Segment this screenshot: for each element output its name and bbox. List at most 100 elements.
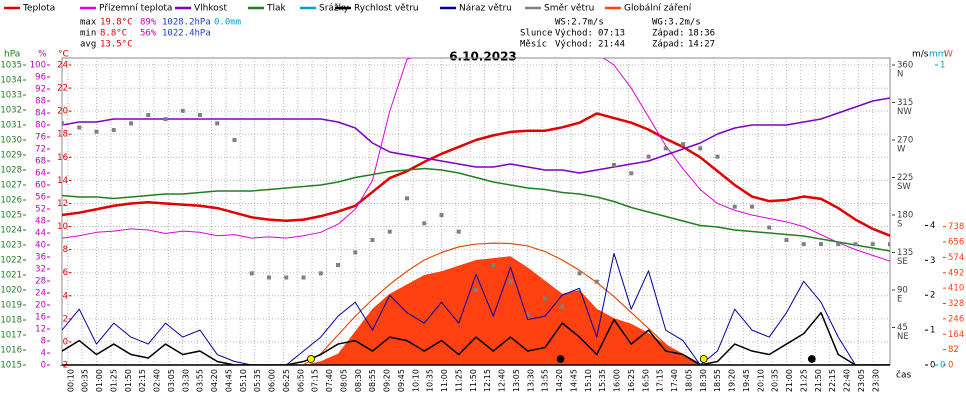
x-tick-label: 04:45: [224, 369, 233, 392]
x-tick-label: 05:35: [253, 369, 262, 392]
axis-unit: W: [944, 50, 953, 60]
legend-label: Směr větru: [544, 4, 594, 14]
direction-point: [456, 229, 461, 234]
y-tick-label: 246: [948, 314, 964, 324]
sun-set-label: Západ:: [652, 29, 685, 39]
compass-label: S: [897, 220, 902, 230]
x-tick-label: 10:35: [426, 369, 435, 392]
direction-point: [663, 146, 668, 151]
y-tick-label: 44: [35, 229, 46, 239]
x-tick-label: 08:55: [368, 369, 377, 392]
series-line: [62, 97, 890, 174]
x-tick-label: 06:25: [282, 369, 291, 392]
x-tick-label: 07:15: [311, 369, 320, 392]
x-tick-label: 19:20: [728, 369, 737, 392]
y-tick-label: 574: [948, 253, 964, 263]
moon-rise: 21:44: [598, 40, 625, 50]
stat-label: max: [80, 18, 97, 28]
moon-set-marker: [556, 355, 565, 363]
x-tick-label: 15:10: [584, 369, 593, 392]
y-tick-label: 48: [35, 217, 46, 227]
direction-point: [750, 204, 754, 209]
x-tick-label: 19:45: [742, 369, 751, 392]
y-tick-label: 80: [35, 121, 46, 131]
x-tick-label: 18:30: [699, 369, 708, 392]
y-tick-label: 738: [948, 222, 964, 232]
y-tick-label: 1028: [0, 166, 22, 176]
legend-label: Srážky: [319, 4, 350, 14]
stat-value: 8.8°C: [100, 29, 127, 39]
axis-unit: °C: [58, 50, 69, 60]
legend-label: Globální záření: [624, 4, 692, 14]
direction-point: [853, 242, 858, 247]
series-line: [62, 58, 890, 262]
x-tick-label: 11:50: [469, 369, 478, 392]
y-tick-label: 92: [35, 85, 46, 95]
direction-point: [836, 242, 841, 247]
direction-point: [111, 128, 116, 132]
x-tick-label: 14:45: [569, 369, 578, 392]
x-tick-label: 11:00: [440, 369, 449, 392]
direction-point: [732, 204, 737, 209]
y-tick-label: 0: [41, 361, 46, 371]
y-tick-label: 1020: [0, 286, 22, 296]
x-tick-label: 05:10: [239, 369, 248, 392]
y-tick-label: 410: [948, 284, 964, 294]
stat-wg: WG:3.2m/s: [652, 18, 701, 28]
y-tick-label: 2: [930, 291, 935, 301]
compass-label: SE: [897, 257, 908, 267]
direction-point: [215, 121, 220, 126]
y-tick-label: 68: [35, 157, 46, 167]
x-tick-label: 21:00: [785, 369, 794, 392]
stat-value: 1028.2hPa: [162, 18, 211, 28]
y-tick-label: 1023: [0, 241, 22, 251]
y-tick-label: 52: [35, 205, 46, 215]
y-tick-label: 1024: [0, 226, 22, 236]
y-tick-label: 1035: [0, 61, 22, 71]
stat-label: min: [80, 29, 96, 39]
y-tick-label: 225: [897, 173, 913, 183]
x-tick-label: 13:30: [526, 369, 535, 392]
x-tick-label: 17:15: [656, 369, 665, 392]
y-tick-label: 1029: [0, 151, 22, 161]
direction-point: [508, 279, 513, 284]
moon-set: 14:27: [688, 40, 715, 50]
direction-point: [284, 275, 289, 280]
x-tick-label: 14:20: [555, 369, 564, 392]
direction-point: [267, 275, 271, 280]
x-tick-label: 13:55: [541, 369, 550, 392]
direction-point: [146, 113, 151, 117]
direction-point: [767, 225, 772, 230]
x-tick-label: 08:05: [339, 369, 348, 392]
x-tick-label: 17:40: [670, 369, 679, 392]
y-tick-label: 84: [35, 109, 46, 119]
direction-point: [715, 154, 720, 159]
direction-point: [560, 304, 565, 309]
y-tick-label: 1: [940, 61, 945, 71]
x-tick-label: 01:50: [124, 369, 133, 392]
y-tick-label: 360: [897, 61, 913, 71]
direction-point: [77, 125, 82, 130]
direction-point: [62, 121, 64, 126]
y-tick-label: 1018: [0, 316, 22, 326]
x-tick-label: 07:40: [325, 369, 334, 392]
x-tick-label: 06:00: [268, 369, 277, 392]
direction-point: [888, 242, 890, 247]
x-tick-label: 01:00: [95, 369, 104, 392]
y-tick-label: 1022: [0, 256, 22, 266]
y-tick-label: 656: [948, 238, 964, 248]
x-tick-label: 18:55: [713, 369, 722, 392]
x-tick-label: 12:40: [498, 369, 507, 392]
y-tick-label: 328: [948, 299, 964, 309]
direction-point: [180, 108, 185, 113]
x-tick-label: 15:35: [598, 369, 607, 392]
y-tick-label: 16: [35, 313, 46, 323]
y-tick-label: 492: [948, 268, 964, 278]
y-tick-label: 1: [930, 326, 935, 336]
direction-point: [336, 263, 340, 267]
stat-value: 89%: [140, 18, 157, 28]
x-tick-label: 00:10: [66, 369, 75, 392]
moon-set-label: Západ:: [652, 40, 685, 50]
direction-point: [870, 242, 875, 247]
stat-value: 1022.4hPa: [162, 29, 211, 39]
